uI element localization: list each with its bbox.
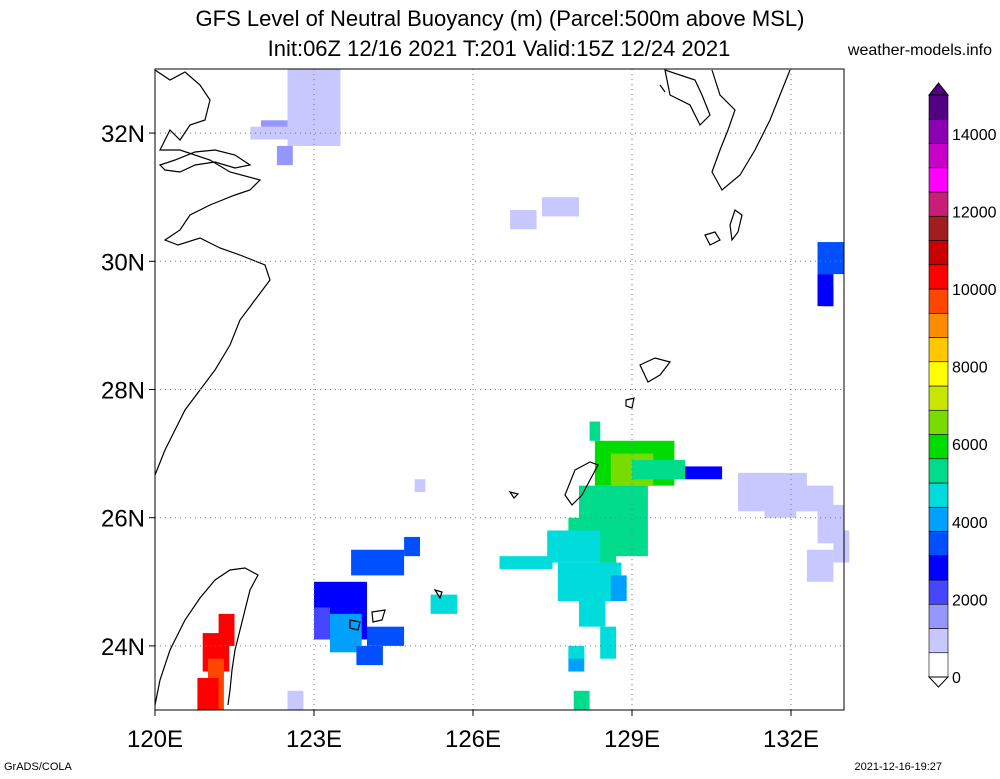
colorbar-segment	[928, 240, 949, 266]
field-cell	[197, 677, 219, 710]
colorbar-segment	[928, 409, 949, 435]
coastline	[371, 609, 386, 623]
field-cell	[287, 69, 341, 146]
coastline	[704, 231, 721, 246]
field-cell	[600, 626, 617, 659]
colorbar-segment	[928, 215, 949, 241]
chart-subtitle: Init:06Z 12/16 2021 T:201 Valid:15Z 12/2…	[267, 36, 731, 61]
field-cell	[822, 286, 834, 307]
colorbar-segment	[928, 118, 949, 144]
coastline	[564, 461, 599, 506]
colorbar-segment	[928, 337, 949, 363]
coastline	[639, 357, 672, 383]
coastline	[625, 397, 635, 409]
coastline	[158, 149, 252, 173]
field-cell	[764, 498, 797, 518]
field-cell	[817, 242, 844, 275]
field-cell	[589, 421, 601, 441]
field-cell	[356, 645, 383, 666]
colorbar-segment	[928, 167, 949, 193]
field-cell	[685, 466, 723, 480]
field-cell	[351, 549, 405, 576]
y-tick-label: 30N	[101, 249, 145, 276]
field-cell	[632, 460, 685, 480]
colorbar-segment	[928, 264, 949, 290]
coastline	[729, 209, 743, 242]
colorbar-tick-label: 4000	[952, 515, 988, 532]
field-cell	[250, 126, 288, 140]
coastline	[711, 69, 791, 191]
field-cell	[276, 145, 293, 166]
colorbar-tick-label: 8000	[952, 360, 988, 377]
colorbar-segment	[928, 531, 949, 557]
field-cell	[314, 607, 330, 640]
field-cell	[510, 210, 537, 230]
field-cell	[541, 197, 579, 217]
footer-credit: GrADS/COLA	[4, 761, 72, 773]
colorbar-segment	[928, 628, 949, 654]
field-cell	[430, 594, 458, 614]
colorbar-tick-label: 6000	[952, 437, 988, 454]
coastline	[154, 567, 259, 706]
colorbar-segment	[928, 191, 949, 217]
field-cell	[404, 536, 420, 557]
y-tick-label: 24N	[101, 634, 145, 661]
coastline	[664, 69, 711, 127]
colorbar-bottom-arrow	[927, 676, 950, 688]
colorbar-segment	[928, 579, 949, 605]
colorbar-segment	[928, 555, 949, 581]
y-tick-label: 32N	[101, 121, 145, 148]
colorbar-segment	[928, 506, 949, 532]
coastline	[659, 84, 666, 93]
y-tick-label: 28N	[101, 378, 145, 405]
colorbar-segment	[928, 482, 949, 508]
x-tick-label: 132E	[763, 726, 819, 753]
x-tick-label: 120E	[127, 726, 183, 753]
x-tick-label: 126E	[445, 726, 501, 753]
field-cell	[806, 549, 834, 582]
colorbar-segment	[928, 603, 949, 629]
coastline	[433, 588, 443, 600]
colorbar-top-arrow	[927, 82, 950, 96]
field-cell	[414, 479, 426, 493]
colorbar-tick-label: 14000	[952, 127, 997, 144]
field-cell	[568, 645, 585, 659]
colorbar-tick-label: 2000	[952, 592, 988, 609]
field-cell	[573, 690, 590, 710]
field-cell	[287, 690, 304, 710]
y-tick-label: 26N	[101, 506, 145, 533]
colorbar-tick-label: 10000	[952, 282, 997, 299]
field-cell	[367, 626, 405, 646]
site-credit: weather-models.info	[847, 42, 992, 59]
colorbar-segment	[928, 288, 949, 314]
footer-timestamp: 2021-12-16-19:27	[854, 761, 942, 773]
colorbar-segment	[928, 312, 949, 338]
colorbar-segment	[928, 94, 949, 120]
field-cell	[499, 556, 553, 569]
coastline	[508, 491, 520, 499]
field-cell	[547, 530, 601, 563]
colorbar-segment	[928, 361, 949, 387]
colorbar-segment	[928, 434, 949, 460]
colorbar-tick-label: 12000	[952, 204, 997, 221]
colorbar-segment	[928, 143, 949, 169]
coastline	[349, 619, 361, 631]
field-cell	[833, 530, 850, 563]
chart-title: GFS Level of Neutral Buoyancy (m) (Parce…	[195, 6, 805, 31]
colorbar-segment	[928, 652, 949, 678]
coastline	[154, 69, 271, 476]
x-tick-label: 129E	[604, 726, 660, 753]
field-cell	[610, 575, 627, 602]
colorbar-segment	[928, 458, 949, 484]
colorbar-tick-label: 0	[952, 670, 961, 687]
field-cell	[579, 588, 606, 627]
colorbar-segment	[928, 385, 949, 411]
x-tick-label: 123E	[286, 726, 342, 753]
